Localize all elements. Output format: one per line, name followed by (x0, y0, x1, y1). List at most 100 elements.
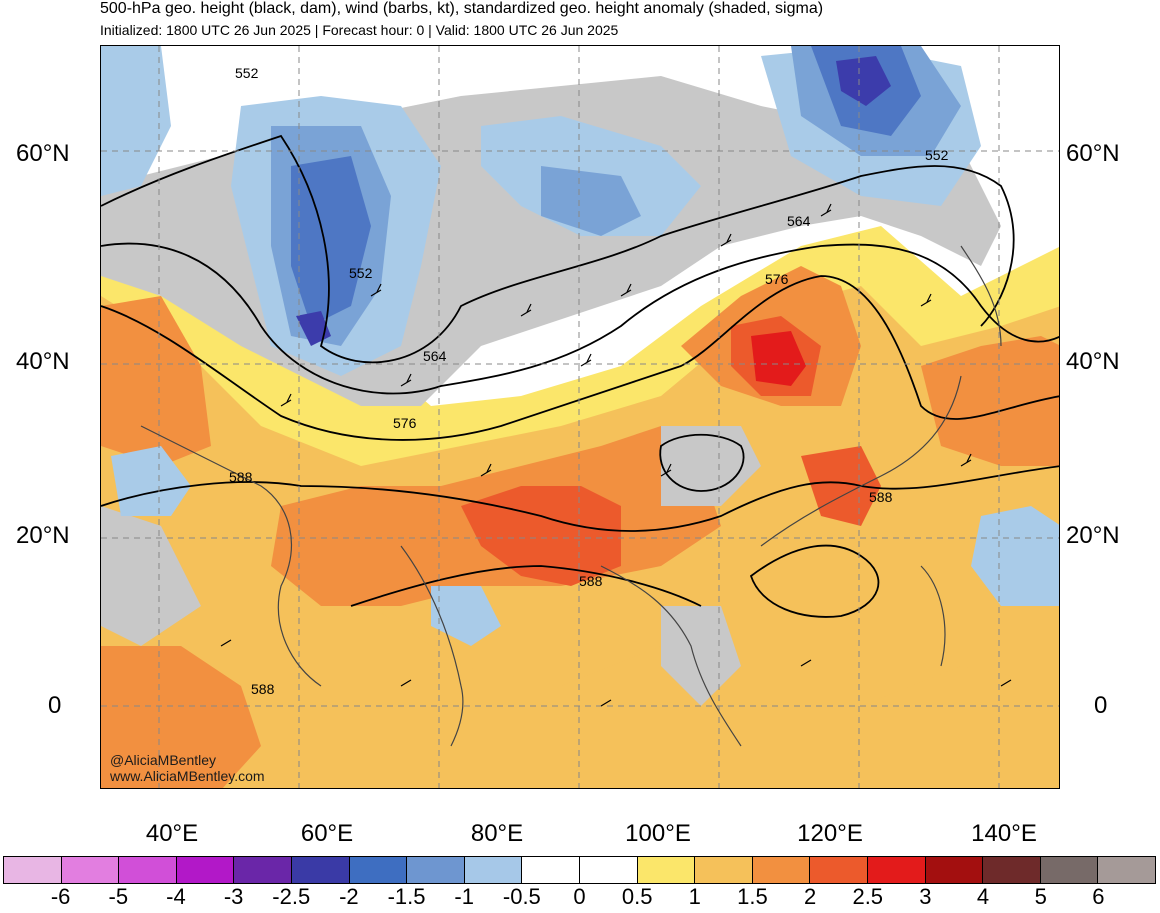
wind-barbs (220, 203, 1012, 707)
anomaly-neg-05-nw (101, 46, 171, 196)
colorbar-swatch (810, 857, 868, 883)
colorbar-swatch (234, 857, 292, 883)
neutral-gray-indochina (661, 606, 741, 706)
lon-label: 60°E (300, 820, 354, 847)
lat-label-left: 40°N (16, 348, 70, 375)
anomaly-neg-15 (291, 156, 371, 326)
colorbar-tick-label: 0.5 (621, 884, 653, 909)
anomaly-pos-2-coast (801, 446, 881, 526)
anomaly-neg-05-arabia (111, 446, 191, 516)
contour-564 (101, 242, 1059, 395)
lat-label-left: 20°N (16, 522, 70, 549)
colorbar-swatch (1040, 857, 1099, 883)
height-contours (101, 134, 1059, 618)
colorbar-tick-label: 6 (1092, 884, 1105, 909)
contour-label: 564 (423, 348, 447, 364)
coastlines (140, 245, 1002, 747)
colorbar-tick-label: 0 (573, 884, 586, 909)
anomaly-pos-15-west (101, 296, 211, 466)
lat-label-right: 20°N (1066, 522, 1120, 549)
contour-label: 576 (765, 271, 789, 287)
colorbar-swatch (464, 857, 523, 883)
credit-website: www.AliciaMBentley.com (110, 768, 265, 784)
contour-588-loop (749, 544, 880, 618)
lat-label-right: 60°N (1066, 140, 1120, 167)
colorbar-swatch (983, 857, 1041, 883)
colorbar-swatch (119, 857, 177, 883)
colorbar-swatch (61, 857, 120, 883)
anomaly-neg-2 (296, 311, 331, 346)
colorbar-tick-label: -2 (339, 884, 359, 909)
map-canvas: 552 552 552 564 564 576 576 588 588 588 … (101, 46, 1059, 788)
colorbar-swatch (349, 857, 408, 883)
colorbar-swatch (407, 857, 465, 883)
colorbar-swatch (4, 857, 62, 883)
colorbar-swatch (291, 857, 350, 883)
anomaly-pos-15-sw (101, 646, 261, 788)
contour-label: 552 (349, 265, 373, 281)
lon-label: 100°E (625, 820, 691, 847)
anomaly-pos-1-south (101, 586, 1059, 788)
colorbar-tick-label: -4 (166, 884, 186, 909)
contour-label: 552 (925, 147, 949, 163)
lon-label: 80°E (470, 820, 524, 847)
colorbar-tick-label: -6 (50, 884, 71, 909)
colorbar-tick-label: -2.5 (272, 884, 311, 909)
colorbar-swatch (867, 857, 926, 883)
anomaly-neg-1-mid (541, 166, 641, 236)
contour-552 (101, 134, 1015, 364)
colorbar-swatch (637, 857, 696, 883)
chart-title: 500-hPa geo. height (black, dam), wind (… (100, 0, 824, 17)
colorbar-tick-label: -1 (454, 884, 474, 909)
contour-label: 588 (229, 469, 253, 485)
colorbar-swatch (1098, 857, 1155, 883)
contour-labels: 552 552 552 564 564 576 576 588 588 588 … (229, 65, 949, 697)
lon-label: 140°E (971, 820, 1037, 847)
anomaly-neg-05-india (431, 586, 501, 646)
contour-label: 552 (235, 65, 259, 81)
anomaly-pos-15-ne (921, 336, 1059, 466)
colorbar-tick-label: -5 (108, 884, 129, 909)
chart-subtitle: Initialized: 1800 UTC 26 Jun 2025 | Fore… (100, 22, 619, 38)
colorbar-tick-label: 3 (919, 884, 932, 909)
lat-label-right: 40°N (1066, 348, 1120, 375)
colorbar-swatch (695, 857, 753, 883)
anomaly-neg-2-ne (836, 56, 891, 106)
colorbar-swatch (925, 857, 984, 883)
contour-588-south (350, 565, 702, 607)
credit-handle: @AliciaMBentley (110, 752, 217, 768)
contour-label: 564 (787, 213, 811, 229)
colorbar-swatch (176, 857, 235, 883)
contour-label: 588 (579, 573, 603, 589)
colorbar-tick-label: -0.5 (502, 884, 541, 909)
colorbar-tick-label: -3 (223, 884, 244, 909)
colorbar-tick-label: -1.5 (387, 884, 426, 909)
contour-576 (101, 275, 1059, 441)
lat-label-right: 0 (1094, 692, 1108, 719)
contour-loop-plateau (659, 433, 745, 492)
anomaly-neg-05-ocean (971, 506, 1059, 606)
colorbar-tick-label: 2.5 (852, 884, 884, 909)
lat-label-left: 0 (48, 692, 62, 719)
colorbar-tick-label: 5 (1034, 884, 1047, 909)
colorbar (3, 856, 1156, 884)
contour-588 (101, 465, 1059, 532)
contour-label: 588 (869, 489, 893, 505)
contour-label: 576 (393, 415, 417, 431)
lat-label-left: 60°N (16, 140, 70, 167)
neutral-gray-west (101, 506, 201, 646)
anomaly-pos-2 (461, 486, 621, 586)
colorbar-tick-label: 1.5 (737, 884, 768, 909)
colorbar-swatch (752, 857, 811, 883)
colorbar-tick-label: 2 (803, 884, 817, 909)
colorbar-tick-label: 4 (976, 884, 990, 909)
anomaly-pos-25 (751, 331, 806, 386)
neutral-gray-plateau (661, 426, 761, 506)
lon-label: 120°E (797, 820, 863, 847)
map-panel[interactable]: 552 552 552 564 564 576 576 588 588 588 … (100, 45, 1060, 789)
colorbar-tick-label: 1 (688, 884, 701, 909)
contour-label: 588 (251, 681, 275, 697)
lon-label: 40°E (145, 820, 199, 847)
colorbar-swatch (522, 857, 580, 883)
colorbar-swatch (579, 857, 638, 883)
